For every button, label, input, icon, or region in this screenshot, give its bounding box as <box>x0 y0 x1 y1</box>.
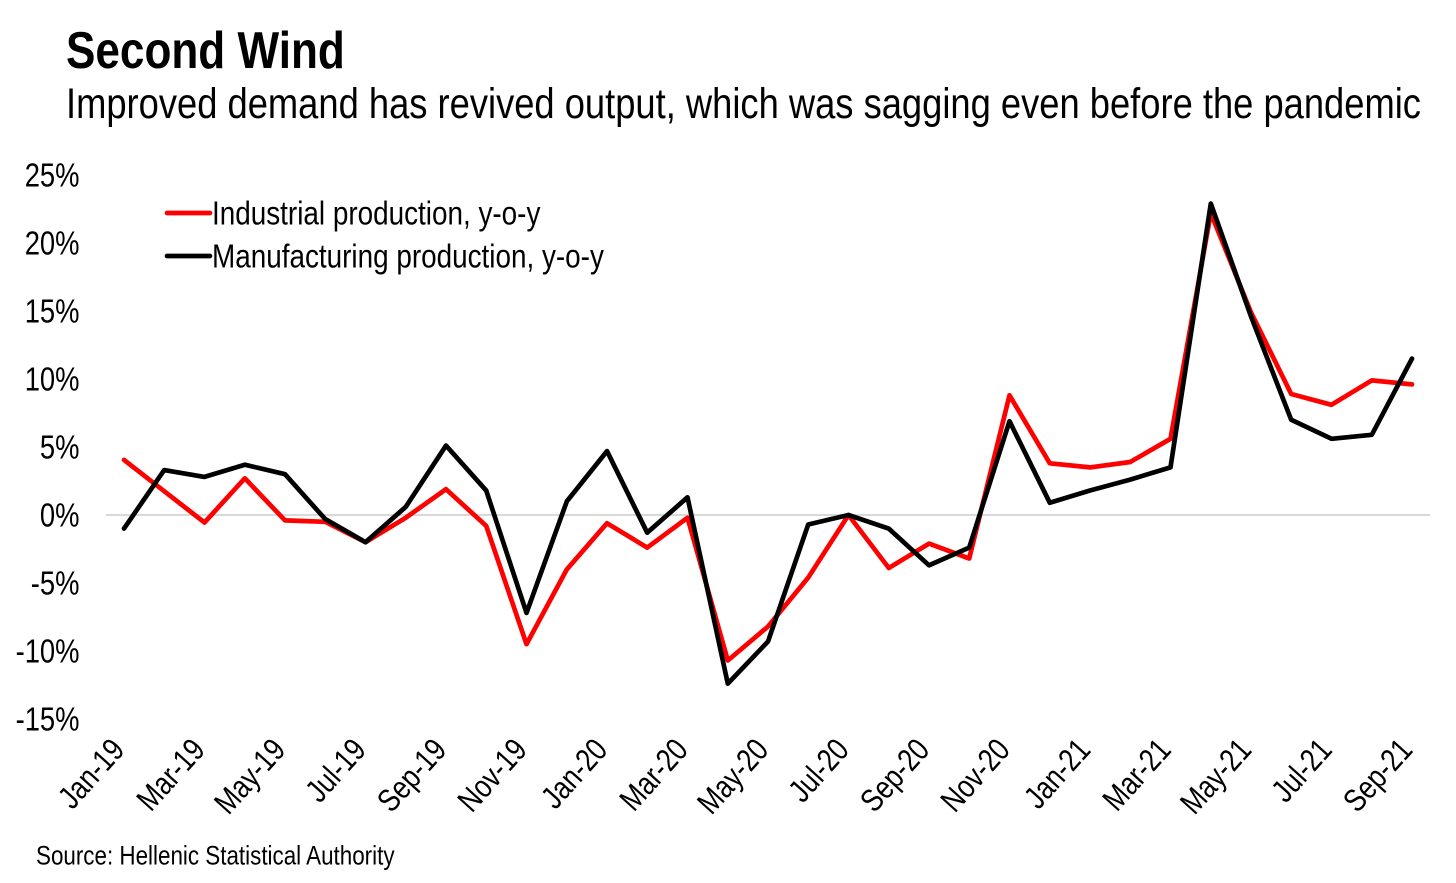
svg-text:-10%: -10% <box>16 634 80 670</box>
svg-text:10%: 10% <box>25 362 80 398</box>
svg-text:Second Wind: Second Wind <box>66 22 345 80</box>
svg-text:Manufacturing production, y-o-: Manufacturing production, y-o-y <box>212 238 605 275</box>
svg-text:-5%: -5% <box>31 566 80 602</box>
svg-text:Industrial production, y-o-y: Industrial production, y-o-y <box>212 195 541 232</box>
svg-text:15%: 15% <box>25 294 80 330</box>
svg-text:0%: 0% <box>40 498 80 534</box>
svg-text:25%: 25% <box>25 158 80 194</box>
svg-text:Improved demand has revived ou: Improved demand has revived output, whic… <box>66 80 1421 128</box>
svg-text:20%: 20% <box>25 226 80 262</box>
svg-text:-15%: -15% <box>16 702 80 738</box>
svg-text:Source: Hellenic Statistical A: Source: Hellenic Statistical Authority <box>36 842 395 871</box>
svg-text:5%: 5% <box>40 430 80 466</box>
